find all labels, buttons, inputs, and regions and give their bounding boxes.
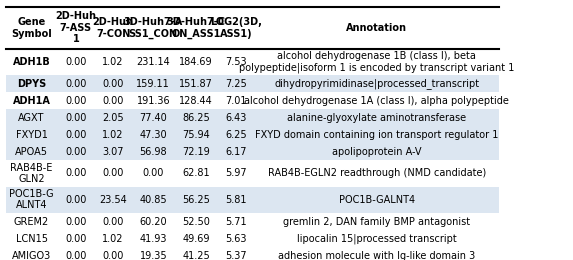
Text: 0.00: 0.00 xyxy=(143,168,164,178)
Bar xyxy=(6,230,499,247)
Text: DPYS: DPYS xyxy=(17,79,46,88)
Text: 159.11: 159.11 xyxy=(136,79,170,88)
Text: 6.17: 6.17 xyxy=(226,147,247,157)
Text: 77.40: 77.40 xyxy=(139,113,167,123)
Text: 72.19: 72.19 xyxy=(182,147,210,157)
Text: 56.25: 56.25 xyxy=(182,195,210,205)
Text: 7.53: 7.53 xyxy=(226,57,247,67)
Text: 62.81: 62.81 xyxy=(182,168,210,178)
Text: POC1B-GALNT4: POC1B-GALNT4 xyxy=(339,195,415,205)
Text: 5.63: 5.63 xyxy=(226,234,247,244)
Text: apolipoprotein A-V: apolipoprotein A-V xyxy=(332,147,422,157)
Text: 75.94: 75.94 xyxy=(182,130,210,140)
Text: Annotation: Annotation xyxy=(346,23,407,33)
Bar xyxy=(6,247,499,260)
Text: alcohol dehydrogenase 1A (class I), alpha polypeptide: alcohol dehydrogenase 1A (class I), alph… xyxy=(244,96,509,106)
Text: 41.93: 41.93 xyxy=(140,234,167,244)
Text: 0.00: 0.00 xyxy=(65,57,87,67)
Bar xyxy=(6,160,499,187)
Bar xyxy=(6,143,499,160)
Text: 5.71: 5.71 xyxy=(226,217,247,227)
Text: 151.87: 151.87 xyxy=(179,79,213,88)
Text: RAB4B-E
GLN2: RAB4B-E GLN2 xyxy=(10,163,53,184)
Text: 5.37: 5.37 xyxy=(226,251,247,260)
Text: 2.05: 2.05 xyxy=(103,113,124,123)
Text: 0.00: 0.00 xyxy=(65,251,87,260)
Text: 7.01: 7.01 xyxy=(226,96,247,106)
Text: 86.25: 86.25 xyxy=(182,113,210,123)
Text: AGXT: AGXT xyxy=(18,113,45,123)
Text: 5.81: 5.81 xyxy=(226,195,247,205)
Text: 3.07: 3.07 xyxy=(103,147,124,157)
Text: 2D-Huh
7-ASS
1: 2D-Huh 7-ASS 1 xyxy=(56,11,96,44)
Text: 23.54: 23.54 xyxy=(99,195,127,205)
Text: RAB4B-EGLN2 readthrough (NMD candidate): RAB4B-EGLN2 readthrough (NMD candidate) xyxy=(268,168,486,178)
Text: 0.00: 0.00 xyxy=(65,96,87,106)
Text: 0.00: 0.00 xyxy=(103,79,124,88)
Text: 60.20: 60.20 xyxy=(139,217,167,227)
Text: dihydropyrimidinase|processed_transcript: dihydropyrimidinase|processed_transcript xyxy=(274,78,479,89)
Text: alanine-glyoxylate aminotransferase: alanine-glyoxylate aminotransferase xyxy=(287,113,466,123)
Text: FXYD domain containing ion transport regulator 1: FXYD domain containing ion transport reg… xyxy=(255,130,499,140)
Text: ADH1B: ADH1B xyxy=(13,57,50,67)
Text: 191.36: 191.36 xyxy=(136,96,170,106)
Text: 52.50: 52.50 xyxy=(182,217,210,227)
Bar xyxy=(6,75,499,92)
Text: LCN15: LCN15 xyxy=(15,234,48,244)
Bar xyxy=(6,126,499,143)
Text: 0.00: 0.00 xyxy=(65,234,87,244)
Bar xyxy=(6,109,499,126)
Text: adhesion molecule with Ig-like domain 3: adhesion molecule with Ig-like domain 3 xyxy=(278,251,476,260)
Text: 56.98: 56.98 xyxy=(139,147,167,157)
Text: 2D-Huh
7-CON: 2D-Huh 7-CON xyxy=(93,17,134,39)
Text: 0.00: 0.00 xyxy=(65,130,87,140)
Text: 0.00: 0.00 xyxy=(103,168,124,178)
Bar xyxy=(6,7,499,49)
Bar xyxy=(6,92,499,109)
Text: 184.69: 184.69 xyxy=(179,57,213,67)
Text: 128.44: 128.44 xyxy=(179,96,213,106)
Text: 1.02: 1.02 xyxy=(103,234,124,244)
Text: 41.25: 41.25 xyxy=(182,251,210,260)
Text: 231.14: 231.14 xyxy=(136,57,170,67)
Text: gremlin 2, DAN family BMP antagonist: gremlin 2, DAN family BMP antagonist xyxy=(283,217,470,227)
Text: 1.02: 1.02 xyxy=(103,130,124,140)
Text: 3D-Huh7-C
ON_ASS1: 3D-Huh7-C ON_ASS1 xyxy=(167,17,226,39)
Text: 6.25: 6.25 xyxy=(226,130,247,140)
Text: POC1B-G
ALNT4: POC1B-G ALNT4 xyxy=(9,190,54,210)
Text: 0.00: 0.00 xyxy=(65,147,87,157)
Text: 0.00: 0.00 xyxy=(65,217,87,227)
Text: 0.00: 0.00 xyxy=(65,79,87,88)
Text: 7.25: 7.25 xyxy=(226,79,247,88)
Text: Gene
Symbol: Gene Symbol xyxy=(11,17,52,39)
Text: FXYD1: FXYD1 xyxy=(15,130,48,140)
Bar xyxy=(6,187,499,213)
Text: lipocalin 15|processed transcript: lipocalin 15|processed transcript xyxy=(297,233,457,244)
Bar xyxy=(6,49,499,75)
Text: 0.00: 0.00 xyxy=(103,96,124,106)
Text: AMIGO3: AMIGO3 xyxy=(12,251,51,260)
Text: 0.00: 0.00 xyxy=(103,251,124,260)
Text: 47.30: 47.30 xyxy=(139,130,167,140)
Bar xyxy=(6,213,499,230)
Text: 1.02: 1.02 xyxy=(103,57,124,67)
Text: APOA5: APOA5 xyxy=(15,147,48,157)
Text: LOG2(3D,
ASS1): LOG2(3D, ASS1) xyxy=(210,17,262,39)
Text: 49.69: 49.69 xyxy=(183,234,210,244)
Text: 0.00: 0.00 xyxy=(65,168,87,178)
Text: 40.85: 40.85 xyxy=(139,195,167,205)
Text: GREM2: GREM2 xyxy=(14,217,49,227)
Text: 0.00: 0.00 xyxy=(103,217,124,227)
Text: 3D-Huh7-A
SS1_CON: 3D-Huh7-A SS1_CON xyxy=(124,17,183,39)
Text: 5.97: 5.97 xyxy=(226,168,247,178)
Text: 19.35: 19.35 xyxy=(139,251,167,260)
Text: alcohol dehydrogenase 1B (class I), beta
polypeptide|isoform 1 is encoded by tra: alcohol dehydrogenase 1B (class I), beta… xyxy=(239,51,515,73)
Text: 0.00: 0.00 xyxy=(65,113,87,123)
Text: 0.00: 0.00 xyxy=(65,195,87,205)
Text: ADH1A: ADH1A xyxy=(13,96,50,106)
Text: 6.43: 6.43 xyxy=(226,113,247,123)
